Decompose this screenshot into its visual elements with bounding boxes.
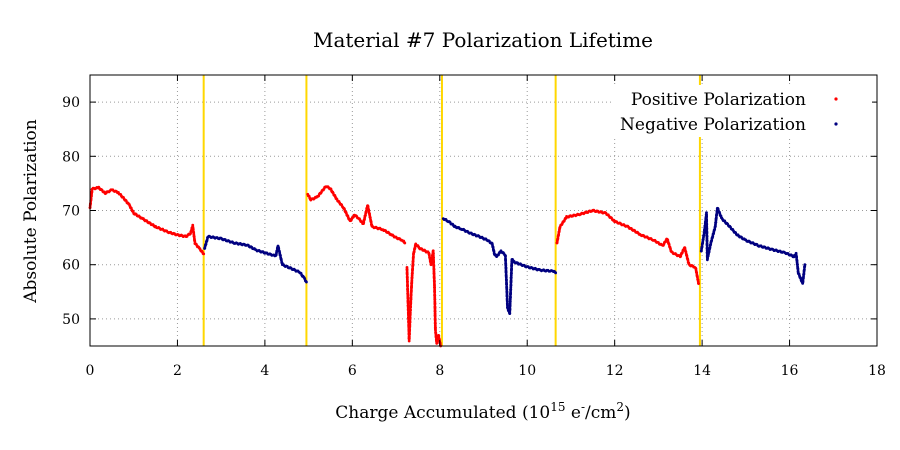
legend-label-negative: Negative Polarization xyxy=(620,115,806,135)
negative-polarization-series xyxy=(203,206,807,316)
data-point xyxy=(193,240,197,243)
data-point xyxy=(510,266,513,270)
data-point xyxy=(409,305,412,308)
data-point xyxy=(803,263,807,267)
data-point xyxy=(504,271,508,275)
data-point xyxy=(705,227,709,231)
data-point xyxy=(409,288,413,292)
data-point xyxy=(412,255,415,258)
data-point xyxy=(433,314,437,318)
legend-marker-negative xyxy=(834,122,838,126)
data-point xyxy=(406,285,409,289)
data-point xyxy=(409,308,412,312)
series-segment xyxy=(405,242,443,348)
tick-layer: 0 2 4 6 8 10 12 14 16 18 50 60 70 80 90 xyxy=(62,75,886,379)
series-segment xyxy=(88,185,206,256)
series-layer xyxy=(88,185,807,348)
legend-background xyxy=(612,85,872,137)
data-point xyxy=(705,239,709,243)
series-segment xyxy=(306,185,407,245)
series-segment xyxy=(555,208,701,286)
data-point xyxy=(505,283,509,287)
data-point xyxy=(410,271,414,275)
x-tick-label: 12 xyxy=(606,363,624,379)
x-tick-label: 6 xyxy=(348,363,357,379)
legend-label-positive: Positive Polarization xyxy=(631,90,806,110)
data-point xyxy=(705,244,709,248)
data-point xyxy=(509,283,513,287)
data-point xyxy=(405,268,409,272)
data-point xyxy=(202,252,206,256)
x-tick-label: 0 xyxy=(86,363,95,379)
data-point xyxy=(433,291,437,294)
data-point xyxy=(406,309,410,312)
data-point xyxy=(408,327,412,331)
x-tick-label: 4 xyxy=(260,363,269,379)
data-point xyxy=(505,299,509,303)
data-point xyxy=(409,300,413,304)
series-segment xyxy=(203,234,308,284)
x-tick-label: 2 xyxy=(173,363,182,379)
y-tick-label: 70 xyxy=(62,204,80,220)
data-point xyxy=(433,319,437,323)
y-axis-label: Absolute Polarization xyxy=(21,119,41,304)
x-tick-label: 10 xyxy=(518,363,536,379)
data-point xyxy=(705,215,708,219)
data-point xyxy=(508,307,512,310)
data-point xyxy=(433,302,437,306)
data-point xyxy=(431,249,435,253)
data-point xyxy=(505,295,509,299)
data-point xyxy=(504,259,508,263)
data-point xyxy=(305,280,308,284)
data-point xyxy=(411,266,415,270)
data-point xyxy=(509,271,513,275)
series-segment xyxy=(699,206,807,285)
data-point xyxy=(432,277,436,280)
x-tick-label: 14 xyxy=(693,363,711,379)
series-segment xyxy=(441,217,558,316)
data-point xyxy=(509,295,512,298)
legend-marker-positive xyxy=(834,97,838,101)
x-tick-label: 18 xyxy=(868,363,886,379)
data-point xyxy=(697,282,701,286)
data-point xyxy=(406,297,410,300)
data-point xyxy=(405,273,409,277)
x-tick-label: 16 xyxy=(781,363,799,379)
data-point xyxy=(408,315,412,319)
y-tick-label: 60 xyxy=(62,258,80,274)
data-point xyxy=(705,232,709,236)
y-tick-label: 90 xyxy=(62,95,80,111)
x-axis-label: Charge Accumulated (1015 e-/cm2) xyxy=(335,400,630,423)
chart-title: Material #7 Polarization Lifetime xyxy=(313,28,653,52)
data-point xyxy=(403,241,407,245)
data-point xyxy=(407,339,411,343)
data-point xyxy=(432,261,436,264)
legend: Positive Polarization Negative Polarizat… xyxy=(612,85,872,137)
positive-polarization-series xyxy=(88,185,701,348)
y-tick-label: 50 xyxy=(62,312,80,328)
data-point xyxy=(432,272,436,276)
y-tick-label: 80 xyxy=(62,149,80,165)
data-point xyxy=(554,271,558,275)
x-tick-label: 8 xyxy=(435,363,444,379)
